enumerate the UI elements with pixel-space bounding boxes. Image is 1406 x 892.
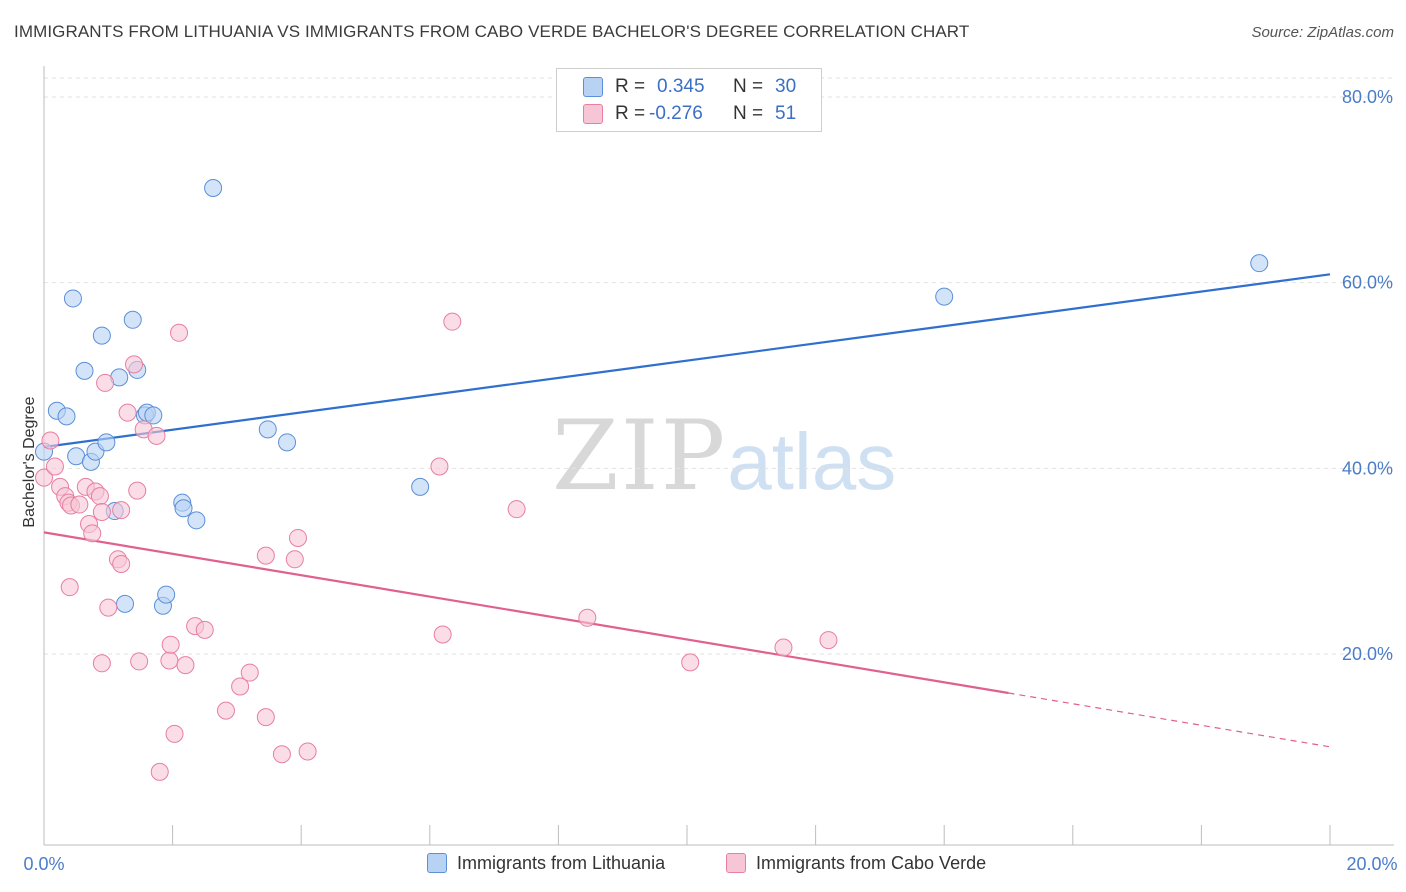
data-point bbox=[411, 477, 430, 496]
data-point bbox=[430, 457, 449, 476]
data-point bbox=[774, 638, 793, 657]
data-point bbox=[116, 594, 135, 613]
data-point bbox=[258, 420, 277, 439]
x-tick-label: 20.0% bbox=[1346, 854, 1397, 874]
data-point bbox=[144, 406, 163, 425]
data-point bbox=[285, 550, 304, 569]
legend-n-label: N = bbox=[733, 76, 764, 97]
data-point bbox=[147, 426, 166, 445]
y-axis-label: Bachelor's Degree bbox=[21, 396, 38, 527]
data-point bbox=[443, 312, 462, 331]
data-point bbox=[256, 546, 275, 565]
trend-lines bbox=[43, 273, 1331, 748]
data-point bbox=[298, 742, 317, 761]
data-point bbox=[118, 403, 137, 422]
data-point bbox=[165, 724, 184, 743]
y-tick-label: 40.0% bbox=[1342, 458, 1393, 478]
data-point bbox=[195, 620, 214, 639]
chart-title: IMMIGRANTS FROM LITHUANIA VS IMMIGRANTS … bbox=[14, 22, 970, 41]
data-point bbox=[187, 511, 206, 530]
data-point bbox=[97, 433, 116, 452]
data-point bbox=[935, 287, 954, 306]
data-point bbox=[90, 487, 109, 506]
axes bbox=[43, 66, 1394, 846]
data-point bbox=[288, 528, 307, 547]
data-point bbox=[112, 554, 131, 573]
tick-labels: 20.0% 40.0% 60.0% 80.0% 0.0% 20.0% bbox=[23, 87, 1397, 874]
data-point bbox=[278, 433, 297, 452]
data-point bbox=[174, 499, 193, 518]
data-point bbox=[35, 468, 53, 487]
y-tick-label: 60.0% bbox=[1342, 273, 1393, 293]
trend-line-extension bbox=[1008, 692, 1331, 748]
x-tick-label: 0.0% bbox=[23, 854, 64, 874]
data-point bbox=[92, 654, 111, 673]
data-point bbox=[176, 656, 195, 675]
data-point bbox=[150, 762, 169, 781]
data-point bbox=[819, 631, 838, 650]
data-point bbox=[160, 651, 179, 670]
legend-r-label: R = bbox=[615, 103, 646, 124]
bottom-legend-label-lithuania: Immigrants from Lithuania bbox=[457, 853, 666, 873]
grid-lines bbox=[44, 77, 1394, 655]
data-point bbox=[92, 326, 111, 345]
legend-swatch-caboverde bbox=[583, 104, 603, 124]
data-point bbox=[204, 178, 223, 197]
data-point bbox=[681, 653, 700, 672]
data-point bbox=[240, 663, 259, 682]
bottom-legend-swatch-caboverde bbox=[726, 853, 746, 873]
data-point bbox=[75, 361, 94, 380]
data-point bbox=[123, 310, 142, 329]
data-point bbox=[157, 585, 176, 604]
data-point bbox=[272, 745, 291, 764]
data-point bbox=[96, 373, 115, 392]
data-point bbox=[63, 289, 82, 308]
data-point bbox=[216, 701, 235, 720]
legend-n-label: N = bbox=[733, 103, 764, 124]
data-point bbox=[99, 598, 118, 617]
bottom-legend-label-caboverde: Immigrants from Cabo Verde bbox=[756, 853, 987, 873]
data-point bbox=[170, 323, 189, 342]
data-point bbox=[70, 495, 89, 514]
data-point bbox=[83, 524, 102, 543]
data-points bbox=[35, 178, 1269, 781]
data-point bbox=[130, 652, 149, 671]
data-point bbox=[60, 578, 79, 597]
legend-r-label: R = bbox=[615, 76, 646, 97]
trend-line bbox=[43, 273, 1331, 449]
data-point bbox=[578, 608, 597, 627]
legend-r-value: 0.345 bbox=[657, 76, 705, 97]
data-point bbox=[433, 625, 452, 644]
data-point bbox=[161, 635, 180, 654]
data-point bbox=[57, 407, 76, 426]
data-point bbox=[41, 431, 60, 450]
data-point bbox=[125, 355, 144, 374]
data-point bbox=[1250, 254, 1269, 273]
data-point bbox=[507, 500, 526, 519]
data-point bbox=[256, 708, 275, 727]
y-tick-label: 20.0% bbox=[1342, 644, 1393, 664]
y-tick-label: 80.0% bbox=[1342, 87, 1393, 107]
legend-r-value: -0.276 bbox=[649, 103, 703, 124]
bottom-legend-swatch-lithuania bbox=[427, 853, 447, 873]
data-point bbox=[128, 481, 147, 500]
data-point bbox=[112, 501, 131, 520]
legend-n-value: 30 bbox=[775, 76, 797, 97]
legend-n-value: 51 bbox=[775, 103, 797, 124]
trend-line bbox=[43, 531, 1009, 695]
correlation-legend: R = 0.345 N = 30 R = -0.276 N = 51 bbox=[556, 68, 822, 132]
source-label: Source: ZipAtlas.com bbox=[1251, 24, 1394, 41]
data-point bbox=[92, 502, 111, 521]
legend-swatch-lithuania bbox=[583, 77, 603, 97]
data-point bbox=[45, 457, 64, 476]
data-point bbox=[231, 677, 250, 696]
